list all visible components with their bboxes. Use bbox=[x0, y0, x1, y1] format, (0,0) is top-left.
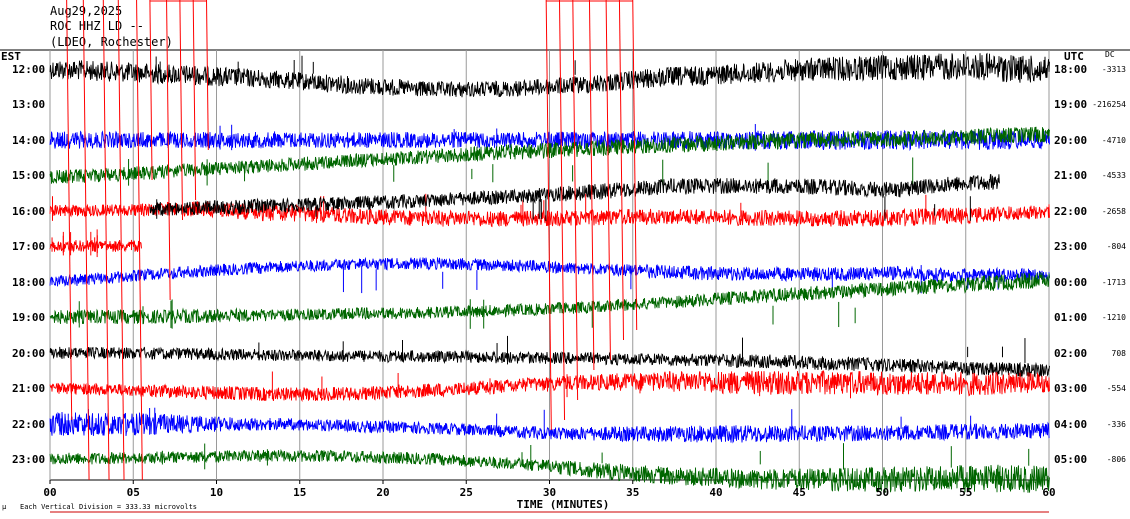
event-marker bbox=[632, 0, 638, 331]
scale-note: Each Vertical Division = 333.33 microvol… bbox=[20, 503, 197, 511]
event-marker bbox=[558, 0, 566, 421]
utc-label: 01:00 bbox=[1054, 311, 1087, 324]
est-label: 22:00 bbox=[12, 418, 45, 431]
x-axis-title: TIME (MINUTES) bbox=[517, 498, 610, 511]
x-tick-label: 05 bbox=[127, 486, 140, 499]
time-gridlines bbox=[0, 49, 1130, 513]
est-label: 19:00 bbox=[12, 311, 45, 324]
chart-date: Aug29,2025 bbox=[50, 4, 123, 18]
x-tick-label: 40 bbox=[709, 486, 722, 499]
event-marker bbox=[82, 0, 90, 481]
dc-offset-label: -4710 bbox=[1102, 136, 1126, 145]
utc-label: 22:00 bbox=[1054, 205, 1087, 218]
event-marker bbox=[192, 0, 197, 201]
trace-15:00 bbox=[49, 126, 1050, 184]
x-tick-label: 55 bbox=[959, 486, 972, 499]
trace-20:00 bbox=[49, 346, 1050, 378]
event-marker bbox=[136, 0, 143, 481]
est-label: 20:00 bbox=[12, 347, 45, 360]
station-logo-mark: µ bbox=[2, 503, 7, 511]
event-marker bbox=[206, 0, 209, 151]
est-label: 23:00 bbox=[12, 453, 45, 466]
trace-16:00b bbox=[149, 174, 1000, 216]
utc-header: UTC bbox=[1064, 50, 1084, 63]
dc-offset-label: -804 bbox=[1107, 242, 1126, 251]
trace-22:00 bbox=[49, 411, 1050, 444]
event-marker bbox=[117, 0, 125, 481]
utc-label: 23:00 bbox=[1054, 240, 1087, 253]
utc-label: 20:00 bbox=[1054, 134, 1087, 147]
utc-label: 19:00 bbox=[1054, 98, 1087, 111]
utc-label: 02:00 bbox=[1054, 347, 1087, 360]
dc-header: DC bbox=[1105, 50, 1115, 59]
dc-offset-label: -1713 bbox=[1102, 278, 1126, 287]
x-tick-label: 60 bbox=[1042, 486, 1055, 499]
x-tick-label: 20 bbox=[376, 486, 389, 499]
est-label: 15:00 bbox=[12, 169, 45, 182]
event-marker bbox=[102, 0, 110, 481]
utc-label: 00:00 bbox=[1054, 276, 1087, 289]
utc-label: 05:00 bbox=[1054, 453, 1087, 466]
event-marker bbox=[588, 0, 595, 371]
event-marker bbox=[618, 0, 625, 341]
trace-21:00 bbox=[49, 370, 1050, 403]
dc-offset-label: -554 bbox=[1107, 384, 1126, 393]
est-header: EST bbox=[1, 50, 21, 63]
x-tick-label: 45 bbox=[793, 486, 806, 499]
utc-label: 18:00 bbox=[1054, 63, 1087, 76]
dc-offset-label: -3313 bbox=[1102, 65, 1126, 74]
x-tick-label: 25 bbox=[460, 486, 473, 499]
dc-offset-label: -1210 bbox=[1102, 313, 1126, 322]
x-tick-label: 50 bbox=[876, 486, 889, 499]
est-label: 17:00 bbox=[12, 240, 45, 253]
dc-offset-label: -4533 bbox=[1102, 171, 1126, 180]
event-marker bbox=[149, 0, 153, 181]
utc-label: 03:00 bbox=[1054, 382, 1087, 395]
chart-network: (LDEO, Rochester) bbox=[50, 35, 173, 49]
x-tick-label: 15 bbox=[293, 486, 306, 499]
event-marker bbox=[166, 0, 171, 301]
est-label: 16:00 bbox=[12, 205, 45, 218]
est-label: 18:00 bbox=[12, 276, 45, 289]
x-tick-label: 10 bbox=[210, 486, 223, 499]
event-marks bbox=[66, 0, 638, 481]
chart-station: ROC HHZ LD -- bbox=[50, 19, 144, 33]
est-label: 13:00 bbox=[12, 98, 45, 111]
event-marker bbox=[179, 0, 184, 221]
est-label: 12:00 bbox=[12, 63, 45, 76]
trace-17:00 bbox=[49, 240, 142, 253]
trace-12:00 bbox=[49, 52, 1050, 98]
dc-offset-label: -336 bbox=[1107, 420, 1126, 429]
event-marker bbox=[605, 0, 611, 361]
axis-labels: 00 05 10 15 20 25 30 35 40 45 50 55 60 TIME (MINUTES)… bbox=[1, 50, 1126, 511]
dc-offset-label: -806 bbox=[1107, 455, 1126, 464]
dc-offset-label: 708 bbox=[1112, 349, 1127, 358]
utc-label: 21:00 bbox=[1054, 169, 1087, 182]
utc-label: 04:00 bbox=[1054, 418, 1087, 431]
event-marker bbox=[66, 0, 73, 421]
dc-offset-label: -216254 bbox=[1092, 100, 1126, 109]
x-tick-label: 00 bbox=[43, 486, 56, 499]
event-marker bbox=[545, 0, 552, 431]
est-label: 21:00 bbox=[12, 382, 45, 395]
x-tick-label: 35 bbox=[626, 486, 639, 499]
est-label: 14:00 bbox=[12, 134, 45, 147]
event-marker bbox=[572, 0, 579, 401]
dc-offset-label: -2658 bbox=[1102, 207, 1126, 216]
trace-23:00 bbox=[49, 448, 1050, 493]
x-tick-label: 30 bbox=[543, 486, 556, 499]
